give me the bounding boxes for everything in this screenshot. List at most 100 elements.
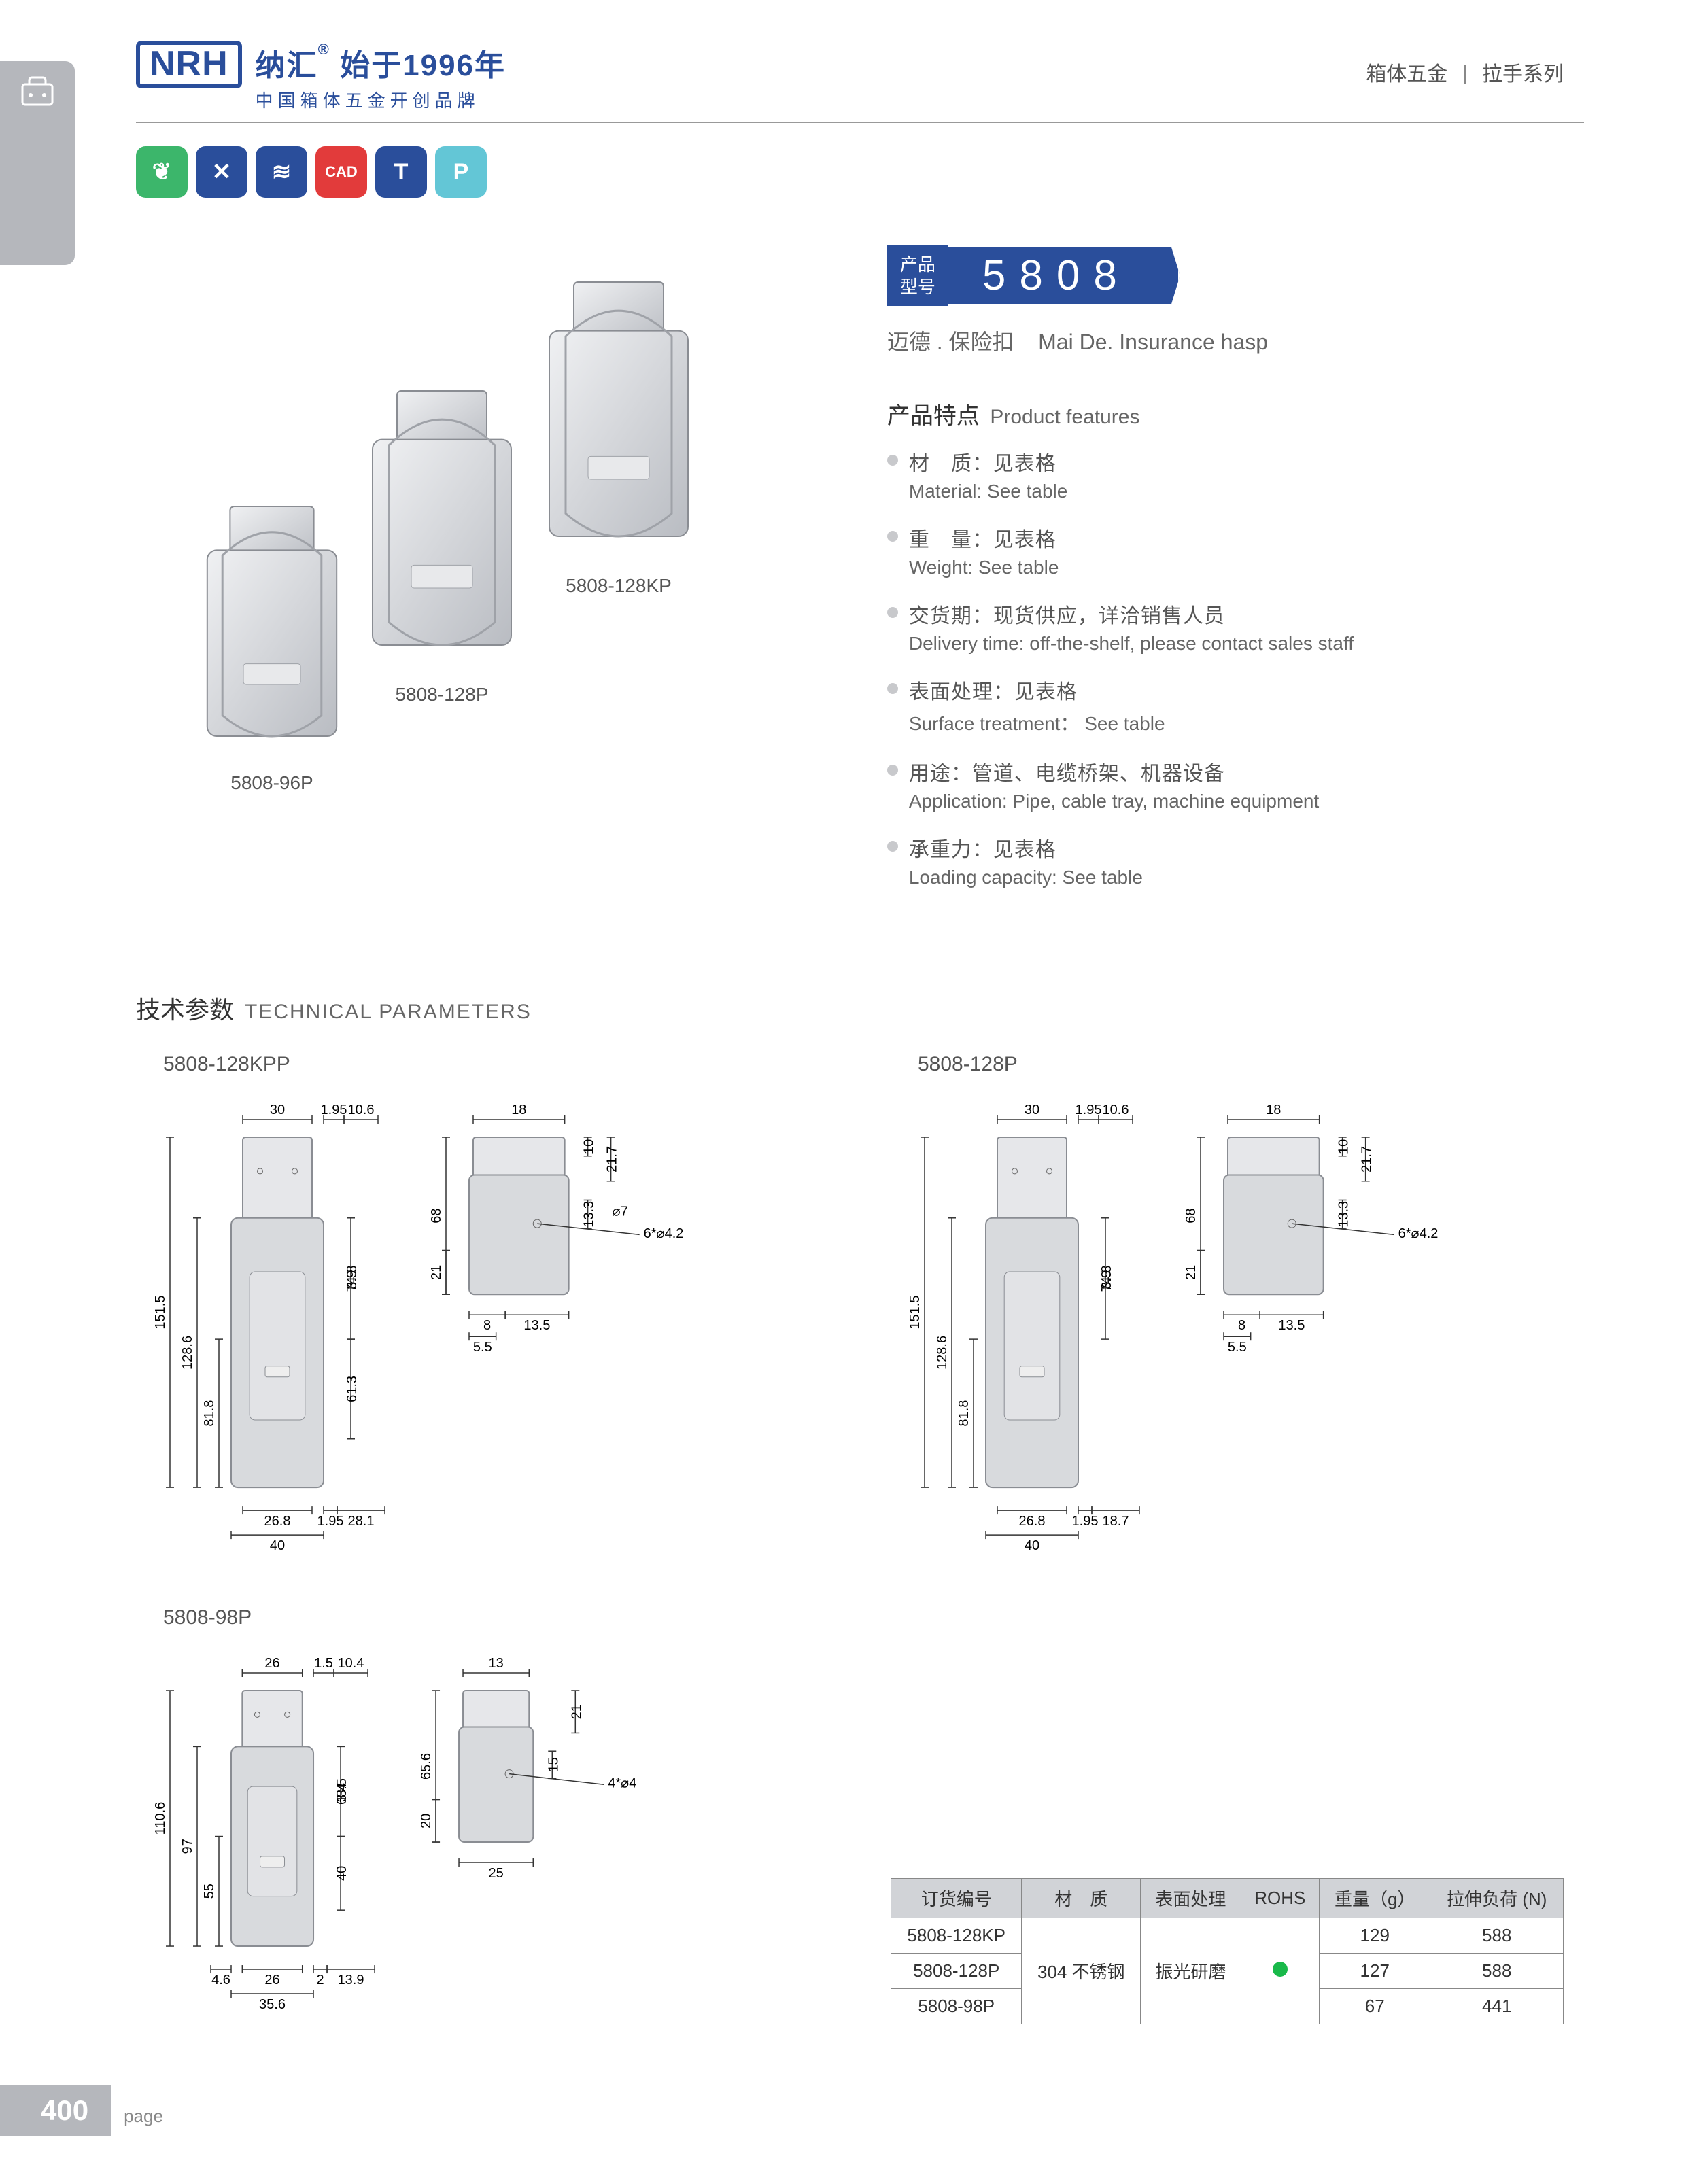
brand-block: NRH 纳汇® 始于1996年 中国箱体五金开创品牌 xyxy=(136,41,506,112)
svg-text:26: 26 xyxy=(264,1656,279,1671)
table-header: 表面处理 xyxy=(1141,1879,1241,1918)
svg-text:10: 10 xyxy=(1337,1139,1352,1154)
svg-text:21.7: 21.7 xyxy=(1360,1146,1375,1173)
svg-text:21: 21 xyxy=(429,1265,444,1280)
product-photo: 5808-128KP xyxy=(517,279,721,597)
product-photo-label: 5808-128KP xyxy=(517,575,721,597)
svg-text:4.6: 4.6 xyxy=(211,1973,230,1988)
breadcrumb-2: 拉手系列 xyxy=(1482,63,1564,86)
page-number: 400 xyxy=(0,2085,111,2136)
features-title-cn: 产品特点 xyxy=(887,403,980,429)
svg-text:25: 25 xyxy=(489,1866,504,1881)
svg-text:10.6: 10.6 xyxy=(1103,1103,1129,1117)
bullet-icon xyxy=(887,841,898,852)
feature-en: Application: Pipe, cable tray, machine e… xyxy=(909,791,1319,812)
svg-text:13.5: 13.5 xyxy=(523,1318,550,1333)
spec-table: 订货编号材 质表面处理ROHS重量（g）拉伸负荷 (N)5808-128KP30… xyxy=(891,1878,1564,2024)
feature-item: 重 量：见表格 Weight: See table xyxy=(887,523,1564,578)
model-banner: 产品 型号 5808 xyxy=(887,245,1564,306)
svg-text:1.95: 1.95 xyxy=(321,1103,347,1117)
tech-title-en: TECHNICAL PARAMETERS xyxy=(245,1001,532,1024)
svg-text:4*⌀4: 4*⌀4 xyxy=(608,1776,636,1791)
svg-text:81.8: 81.8 xyxy=(957,1400,971,1427)
features-list: 材 质：见表格 Material: See table 重 量：见表格 Weig… xyxy=(887,447,1564,888)
svg-text:40: 40 xyxy=(1025,1538,1039,1553)
svg-text:30: 30 xyxy=(270,1103,285,1117)
svg-text:68: 68 xyxy=(429,1208,444,1223)
svg-text:1.95: 1.95 xyxy=(1076,1103,1102,1117)
diagram-label: 5808-98P xyxy=(163,1606,809,1629)
product-name-en: Mai De. Insurance hasp xyxy=(1038,330,1268,354)
svg-text:128.6: 128.6 xyxy=(180,1336,195,1370)
feature-en: Loading capacity: See table xyxy=(909,867,1143,888)
svg-text:21.7: 21.7 xyxy=(605,1146,620,1173)
feature-cn: 材 质：见表格 xyxy=(909,447,1067,476)
bullet-icon xyxy=(887,455,898,466)
svg-text:3.9: 3.9 xyxy=(345,1270,360,1289)
svg-text:40: 40 xyxy=(270,1538,285,1553)
product-photo: 5808-128P xyxy=(340,388,544,706)
svg-text:28.1: 28.1 xyxy=(348,1514,375,1529)
table-header: 拉伸负荷 (N) xyxy=(1430,1879,1564,1918)
svg-text:110.6: 110.6 xyxy=(153,1802,168,1835)
svg-text:30: 30 xyxy=(1025,1103,1039,1117)
bullet-icon xyxy=(887,531,898,542)
feature-en: Delivery time: off-the-shelf, please con… xyxy=(909,633,1354,655)
diagram-area: 5808-128KPP 30 1.95 10.6 151.5 128.6 74.… xyxy=(136,1053,1564,2024)
diagram-label: 5808-128KPP xyxy=(163,1053,809,1076)
tech-params-title: 技术参数 TECHNICAL PARAMETERS xyxy=(136,990,1564,1026)
breadcrumb-1: 箱体五金 xyxy=(1366,63,1447,86)
page-label: page xyxy=(124,2106,163,2136)
feature-cn: 交货期：现货供应，详洽销售人员 xyxy=(909,599,1354,629)
svg-text:8: 8 xyxy=(1238,1318,1245,1333)
svg-text:⌀7: ⌀7 xyxy=(613,1204,628,1219)
svg-text:13.5: 13.5 xyxy=(1278,1318,1305,1333)
cell-code: 5808-128KP xyxy=(891,1918,1022,1954)
svg-text:6*⌀4.2: 6*⌀4.2 xyxy=(644,1226,684,1241)
feature-item: 表面处理：见表格 Surface treatment： See table xyxy=(887,675,1564,736)
svg-text:61.3: 61.3 xyxy=(345,1376,360,1402)
cell-weight: 67 xyxy=(1320,1989,1430,2024)
cell-code: 5808-128P xyxy=(891,1954,1022,1989)
badge-icon: P xyxy=(435,146,487,198)
feature-cn: 承重力：见表格 xyxy=(909,833,1143,863)
cell-surface: 振光研磨 xyxy=(1141,1918,1241,2024)
badge-icon: ✕ xyxy=(196,146,247,198)
diagram-svg: 30 1.95 10.6 151.5 128.6 74.8 3.9 81.8 6… xyxy=(136,1090,715,1562)
svg-text:68: 68 xyxy=(1184,1208,1199,1223)
spec-table-cell: 订货编号材 质表面处理ROHS重量（g）拉伸负荷 (N)5808-128KP30… xyxy=(891,1606,1564,2024)
brand-text: 纳汇® 始于1996年 中国箱体五金开创品牌 xyxy=(256,41,506,112)
svg-text:35.6: 35.6 xyxy=(259,1997,286,2012)
svg-text:40: 40 xyxy=(334,1866,349,1881)
svg-text:1.95: 1.95 xyxy=(1072,1514,1099,1529)
table-row: 5808-128KP304 不锈钢振光研磨129588 xyxy=(891,1918,1564,1954)
feature-item: 交货期：现货供应，详洽销售人员 Delivery time: off-the-s… xyxy=(887,599,1564,655)
feature-text: 材 质：见表格 Material: See table xyxy=(909,447,1067,502)
badge-icon: T xyxy=(375,146,427,198)
svg-text:13.9: 13.9 xyxy=(338,1973,364,1988)
svg-text:21: 21 xyxy=(1184,1265,1199,1280)
svg-text:6*⌀4.2: 6*⌀4.2 xyxy=(1398,1226,1439,1241)
feature-cn: 重 量：见表格 xyxy=(909,523,1059,553)
svg-text:5.5: 5.5 xyxy=(1228,1340,1247,1355)
badge-row: ❦✕≋CADTP xyxy=(136,146,1564,198)
breadcrumb: 箱体五金 拉手系列 xyxy=(1366,57,1564,87)
tech-title-cn: 技术参数 xyxy=(136,990,234,1026)
feature-en: Material: See table xyxy=(909,481,1067,502)
feature-cn: 用途：管道、电缆桥架、机器设备 xyxy=(909,757,1319,786)
svg-text:97: 97 xyxy=(180,1839,195,1854)
side-tab xyxy=(0,61,75,265)
brand-cn: 纳汇 xyxy=(256,49,318,82)
svg-text:55: 55 xyxy=(202,1884,217,1899)
svg-text:26.8: 26.8 xyxy=(264,1514,291,1529)
cell-weight: 129 xyxy=(1320,1918,1430,1954)
brand-year: 始于1996年 xyxy=(340,49,506,82)
cell-load: 588 xyxy=(1430,1918,1564,1954)
svg-text:2: 2 xyxy=(316,1973,324,1988)
product-name: 迈德 . 保险扣 Mai De. Insurance hasp xyxy=(887,325,1564,356)
badge-icon: ≋ xyxy=(256,146,307,198)
cell-material: 304 不锈钢 xyxy=(1022,1918,1141,2024)
product-photo-label: 5808-96P xyxy=(177,772,367,794)
product-photos: 5808-128KP 5808-128P 5808-96P xyxy=(136,239,846,888)
svg-text:26.8: 26.8 xyxy=(1019,1514,1046,1529)
